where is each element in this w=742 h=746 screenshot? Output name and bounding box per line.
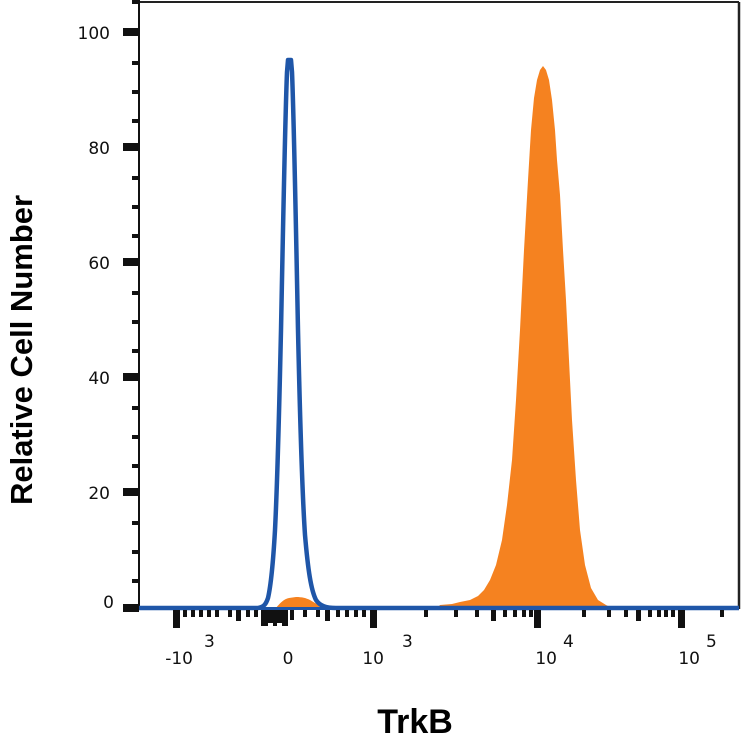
x-axis-tick-labels: -10 3 0 10 3 10 4 10 5 (165, 632, 717, 669)
x-tick-base: 10 (362, 649, 384, 669)
x-tick-base: -10 (165, 649, 193, 669)
x-tick-base: 10 (535, 649, 557, 669)
y-tick-label-100: 100 (78, 24, 110, 44)
stained-histogram (276, 66, 612, 608)
stained-low-bump (276, 597, 322, 608)
x-tick-label-1e4: 10 4 (535, 632, 573, 669)
y-tick-label-0: 0 (103, 593, 114, 613)
x-tick-exponent: 3 (204, 632, 215, 652)
x-tick-label-1e3: 10 3 (362, 632, 412, 669)
x-tick-exponent: 5 (706, 632, 717, 652)
x-tick-label-neg-1e3: -10 3 (165, 632, 215, 669)
x-tick-base: 10 (678, 649, 700, 669)
y-axis-ticks (123, 0, 139, 612)
plot-frame (138, 0, 741, 609)
y-tick-label-40: 40 (88, 369, 110, 389)
x-axis-ticks (173, 610, 724, 628)
y-axis-tick-labels: 0 20 40 60 80 100 (78, 24, 114, 613)
y-axis-title: Relative Cell Number (4, 195, 39, 505)
x-tick-label-1e5: 10 5 (678, 632, 716, 669)
x-tick-exponent: 3 (402, 632, 413, 652)
x-tick-label-zero: 0 (283, 649, 294, 669)
x-tick-exponent: 4 (563, 632, 574, 652)
y-tick-label-60: 60 (88, 254, 110, 274)
y-tick-label-80: 80 (88, 139, 110, 159)
isotype-histogram (139, 57, 739, 611)
x-axis-title: TrkB (377, 703, 453, 741)
x-tick-base: 0 (283, 649, 294, 669)
stained-main-peak (437, 66, 612, 608)
y-tick-label-20: 20 (88, 484, 110, 504)
